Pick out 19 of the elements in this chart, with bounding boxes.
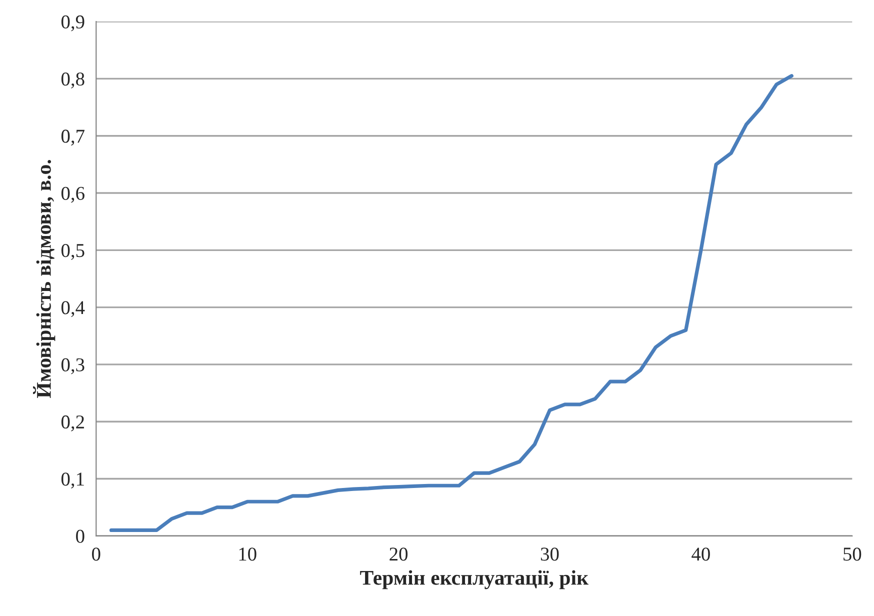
y-tick-label: 0,9 — [61, 15, 84, 32]
y-tick-label: 0,1 — [61, 472, 84, 489]
y-tick-label: 0,4 — [61, 301, 85, 318]
y-tick-label: 0 — [76, 530, 84, 543]
x-axis-title: Термін експлуатації, рік — [360, 570, 588, 590]
y-tick-label: 0,5 — [61, 244, 84, 260]
y-tick-label: 0,3 — [61, 358, 84, 374]
y-tick-label: 0,6 — [61, 186, 84, 203]
x-tick-label: 10 — [239, 548, 256, 561]
x-tick-label: 0 — [92, 548, 100, 561]
x-tick-label: 30 — [540, 548, 559, 561]
x-tick-label: 20 — [390, 548, 408, 561]
x-tick-label: 40 — [692, 548, 710, 561]
x-tick-label: 50 — [844, 548, 862, 561]
y-tick-label: 0,2 — [61, 415, 84, 432]
y-tick-label: 0,8 — [61, 72, 84, 88]
line-series — [109, 74, 794, 532]
y-axis-title: Ймовірність відмови, в.о. — [33, 160, 56, 398]
y-tick-label: 0,7 — [61, 130, 84, 146]
